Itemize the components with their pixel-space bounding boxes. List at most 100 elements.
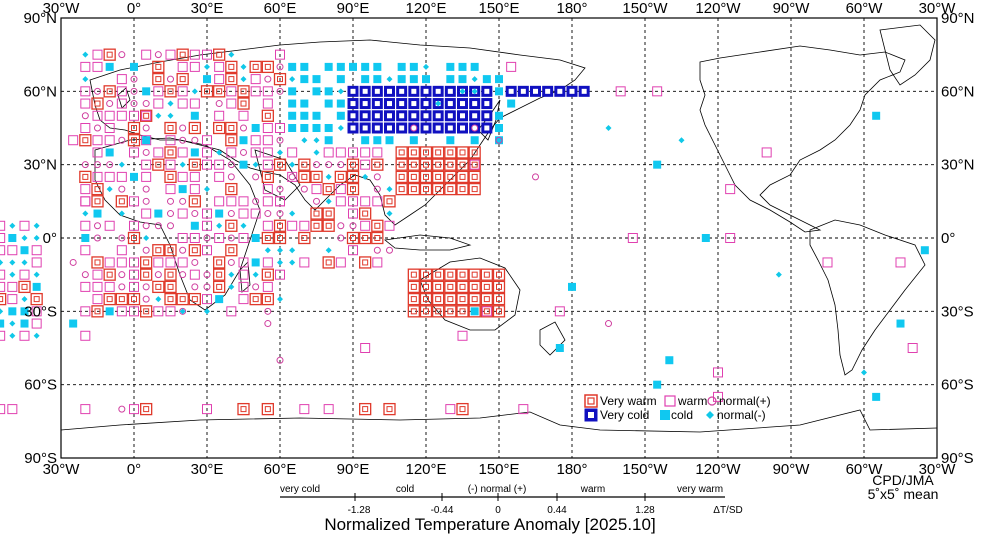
cold-marker (20, 246, 29, 255)
warm-marker (141, 171, 152, 182)
warm-marker (80, 281, 91, 292)
normal-plus-marker (276, 210, 284, 218)
cold-marker (495, 111, 503, 120)
lon-label-top: 120°W (695, 0, 741, 17)
cold-marker (312, 111, 321, 120)
lat-label-right: 30°S (941, 303, 974, 320)
cold-marker (324, 136, 333, 145)
warm-marker (92, 147, 103, 158)
cold-marker (93, 209, 102, 218)
cold-marker (81, 234, 90, 242)
warm-marker (250, 74, 261, 85)
cold-marker (288, 99, 297, 108)
very-warm-marker (444, 292, 457, 306)
lon-label-bottom: 120°W (695, 461, 741, 478)
normal-plus-marker (179, 136, 187, 144)
warm-marker (19, 269, 30, 280)
very-cold-marker (371, 110, 383, 122)
very-cold-marker (481, 85, 493, 97)
warm-marker (177, 257, 188, 268)
very-warm-marker (237, 402, 250, 416)
normal-plus-marker (495, 136, 503, 144)
warm-marker (262, 196, 273, 207)
normal-plus-marker (215, 100, 223, 108)
very-warm-marker (298, 170, 311, 184)
cold-marker (300, 99, 309, 108)
cold-marker (336, 111, 345, 120)
cold-marker (446, 136, 455, 145)
warm-marker (177, 86, 188, 97)
lat-label-right: 60°N (941, 83, 975, 100)
normal-plus-marker (94, 87, 101, 95)
normal-minus-marker (0, 308, 4, 315)
cold-marker (896, 319, 905, 328)
warm-marker (238, 269, 249, 280)
normal-minus-marker (9, 222, 16, 229)
scale-cat-normal: (-) normal (+) (468, 484, 527, 495)
warm-marker (19, 330, 30, 341)
normal-minus-marker (21, 235, 28, 241)
lon-label-top: 30°W (43, 0, 81, 17)
warm-marker (202, 147, 212, 158)
very-warm-marker (310, 219, 323, 232)
very-warm-marker (444, 146, 457, 159)
cold-marker (872, 111, 881, 120)
very-warm-marker (492, 305, 506, 318)
lat-label-left: 30°S (24, 303, 57, 320)
very-cold-marker (347, 110, 359, 122)
map-title: Normalized Temperature Anomaly [2025.10] (324, 515, 655, 534)
normal-plus-marker (203, 234, 211, 242)
normal-minus-marker (277, 296, 283, 303)
normal-plus-marker (167, 210, 174, 218)
normal-minus-marker (82, 51, 89, 58)
normal-plus-marker (130, 87, 138, 95)
warm-marker (238, 281, 249, 292)
warm-marker (238, 196, 249, 207)
normal-plus-marker (179, 246, 187, 254)
very-warm-marker (359, 207, 372, 220)
normal-plus-marker (142, 100, 150, 108)
warm-marker (7, 404, 18, 415)
normal-minus-marker (216, 149, 223, 156)
cold-marker (178, 185, 187, 194)
normal-plus-marker (264, 75, 272, 83)
warm-marker (116, 306, 127, 317)
lat-label-left: 90°N (23, 10, 57, 27)
warm-marker (627, 233, 638, 243)
normal-minus-marker (0, 259, 4, 266)
normal-minus-marker (301, 137, 308, 144)
very-cold-marker (408, 98, 420, 110)
very-warm-marker (273, 231, 287, 245)
normal-plus-marker (118, 405, 126, 413)
normal-minus-marker (471, 76, 478, 83)
cold-marker (336, 62, 345, 71)
very-warm-marker (419, 292, 433, 306)
cold-marker (495, 136, 503, 145)
normal-plus-marker (142, 246, 150, 254)
warm-marker (761, 147, 772, 158)
very-cold-marker (359, 98, 371, 110)
very-cold-marker (420, 85, 432, 97)
warm-marker (141, 208, 152, 219)
warm-marker (31, 306, 42, 317)
very-cold-marker (396, 122, 408, 134)
very-cold-marker (517, 85, 529, 97)
lon-label-top: 180° (556, 0, 587, 17)
normal-plus-marker (167, 75, 174, 83)
normal-plus-marker (313, 161, 320, 169)
warm-marker (360, 159, 371, 170)
warm-marker (481, 306, 492, 317)
normal-minus-marker (471, 88, 478, 95)
legend-very-warm-label: Very warm (600, 394, 657, 408)
lon-label-bottom: 90°E (337, 461, 370, 478)
cold-marker (422, 75, 430, 84)
warm-marker (31, 257, 42, 268)
very-cold-marker (481, 98, 493, 110)
normal-plus-marker (276, 185, 284, 193)
normal-plus-marker (81, 161, 89, 169)
very-warm-marker (176, 292, 189, 306)
warm-marker (262, 184, 273, 195)
very-cold-marker (481, 122, 493, 134)
very-warm-marker (103, 85, 116, 98)
normal-minus-marker (228, 283, 235, 290)
